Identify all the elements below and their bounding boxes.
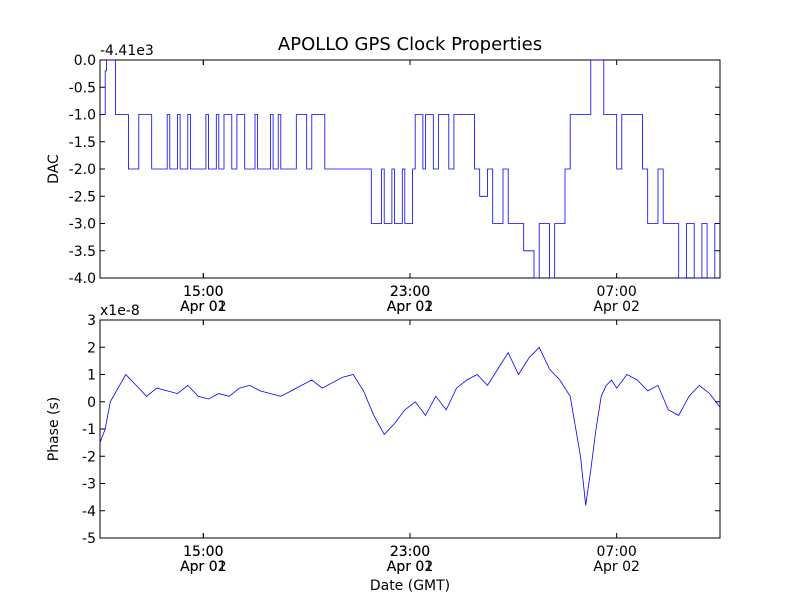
dac-x-tick-date: Apr 01 [387, 299, 433, 315]
dac-y-axis-label: DAC [46, 154, 62, 184]
phase-x-tick-date: Apr 02 [593, 559, 639, 575]
dac-x-tick-time: 23:00 [390, 284, 430, 300]
dac-x-tick-date: Apr 01 [180, 299, 226, 315]
dac-x-tick-time: 07:00 [596, 284, 636, 300]
phase-y-tick-label: 2 [87, 340, 96, 356]
phase-y-tick-label: -3 [82, 477, 96, 493]
phase-y-tick-label: 1 [87, 368, 96, 384]
phase-x-tick-time: 15:00 [183, 544, 223, 560]
dac-y-ticks: 0.0 -0.5 -1.0 -1.5 -2.0 -2.5 -3.0 -3.5 -4.0 [69, 53, 720, 287]
phase-x-tick-time: 07:00 [596, 544, 636, 560]
chart-title: APOLLO GPS Clock Properties [278, 34, 542, 55]
dac-y-tick-label: 0.0 [74, 53, 96, 69]
dac-y-tick-label: -4.0 [69, 271, 96, 287]
dac-y-tick-label: -0.5 [69, 80, 96, 96]
dac-y-tick-label: -2.5 [69, 189, 96, 205]
phase-x-tick-date: Apr 02 [180, 559, 226, 575]
phase-y-axis-label: Phase (s) [46, 397, 62, 461]
phase-x-tick-date: Apr 02 [387, 559, 433, 575]
dac-x-tick-time: 15:00 [183, 284, 223, 300]
phase-x-tick-date: Apr 01 [387, 559, 433, 575]
phase-x-tick-time: 15:00 [183, 544, 223, 560]
phase-y-ticks: 3 2 1 0 -1 -2 -3 -4 -5 [82, 313, 720, 547]
phase-x-tick-time: 23:00 [390, 544, 430, 560]
dac-series-line [100, 59, 720, 279]
dac-y-tick-label: -3.0 [69, 217, 96, 233]
dac-x-tick-date: Apr 02 [387, 299, 433, 315]
dac-panel: 0.0 -0.5 -1.0 -1.5 -2.0 -2.5 -3.0 -3.5 -4.0 15:0… [46, 43, 721, 315]
dac-y-tick-label: -3.5 [69, 244, 96, 260]
phase-y-tick-label: 3 [87, 313, 96, 329]
phase-series-line [99, 346, 721, 506]
phase-x-tick-time: 23:00 [390, 544, 430, 560]
phase-y-tick-label: -2 [82, 449, 96, 465]
phase-y-tick-label: -1 [82, 422, 96, 438]
dac-offset-label: -4.41e3 [100, 43, 154, 59]
dac-y-tick-label: -1.0 [69, 108, 96, 124]
phase-plot-frame [99, 319, 721, 539]
phase-y-tick-label: 0 [87, 395, 96, 411]
dac-x-tick-time: 15:00 [183, 284, 223, 300]
phase-y-tick-label: -5 [82, 531, 96, 547]
dac-x-tick-date: Apr 02 [180, 299, 226, 315]
dac-y-tick-label: -2.0 [69, 162, 96, 178]
phase-y-tick-label: -4 [82, 504, 96, 520]
dac-x-tick-time: 23:00 [390, 284, 430, 300]
dac-y-tick-label: -1.5 [69, 135, 96, 151]
x-axis-label: Date (GMT) [370, 578, 450, 594]
phase-offset-label: x1e-8 [100, 303, 140, 319]
dac-x-tick-date: Apr 02 [593, 299, 639, 315]
phase-x-tick-date: Apr 01 [180, 559, 226, 575]
